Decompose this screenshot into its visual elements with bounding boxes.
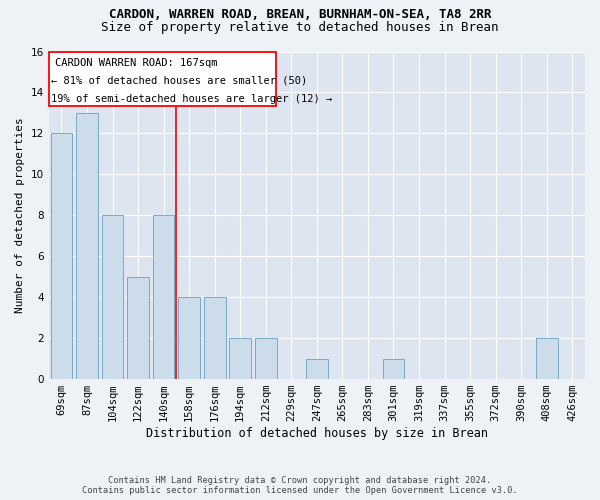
Bar <box>306 358 328 379</box>
Bar <box>536 338 557 379</box>
Bar <box>255 338 277 379</box>
Bar <box>153 216 175 379</box>
Bar <box>76 113 98 379</box>
Text: ← 81% of detached houses are smaller (50): ← 81% of detached houses are smaller (50… <box>51 76 307 86</box>
Text: 19% of semi-detached houses are larger (12) →: 19% of semi-detached houses are larger (… <box>51 94 332 104</box>
Bar <box>204 297 226 379</box>
Bar <box>383 358 404 379</box>
Bar <box>178 297 200 379</box>
Bar <box>127 276 149 379</box>
Bar <box>101 216 124 379</box>
Text: CARDON, WARREN ROAD, BREAN, BURNHAM-ON-SEA, TA8 2RR: CARDON, WARREN ROAD, BREAN, BURNHAM-ON-S… <box>109 8 491 20</box>
Bar <box>229 338 251 379</box>
Y-axis label: Number of detached properties: Number of detached properties <box>15 118 25 313</box>
Text: Contains HM Land Registry data © Crown copyright and database right 2024.
Contai: Contains HM Land Registry data © Crown c… <box>82 476 518 495</box>
Bar <box>50 134 72 379</box>
X-axis label: Distribution of detached houses by size in Brean: Distribution of detached houses by size … <box>146 427 488 440</box>
FancyBboxPatch shape <box>49 52 276 106</box>
Text: Size of property relative to detached houses in Brean: Size of property relative to detached ho… <box>101 21 499 34</box>
Text: CARDON WARREN ROAD: 167sqm: CARDON WARREN ROAD: 167sqm <box>55 58 218 68</box>
